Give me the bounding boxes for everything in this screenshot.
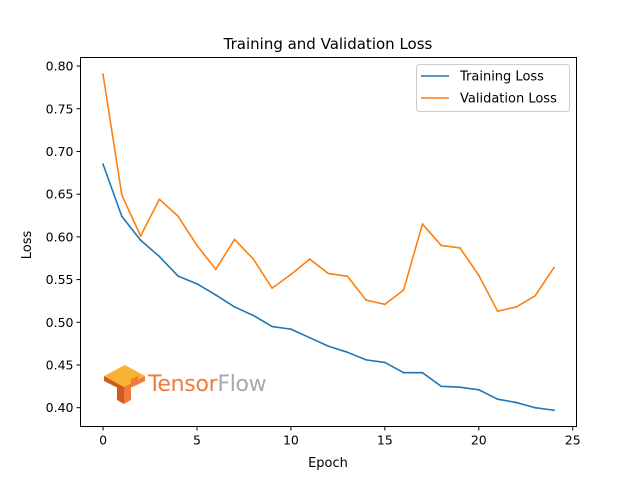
validation-loss-point — [515, 306, 518, 308]
training-loss-point — [477, 388, 480, 391]
validation-loss-point — [177, 215, 180, 218]
y-tick-label: 0.40 — [46, 400, 74, 415]
training-loss-point — [327, 345, 330, 348]
legend: Training Loss Validation Loss — [416, 64, 570, 112]
training-loss-point — [120, 215, 123, 218]
validation-loss-point — [459, 247, 461, 249]
logo-word-tensor: Tensor — [147, 372, 219, 397]
validation-loss-point — [139, 235, 142, 237]
training-loss-point — [271, 325, 274, 328]
x-tick-label: 25 — [565, 433, 581, 448]
training-loss-point — [515, 401, 518, 404]
training-loss-point — [459, 386, 461, 389]
training-loss-point — [290, 328, 292, 331]
training-loss-point — [365, 358, 367, 361]
validation-loss-point — [477, 274, 480, 277]
y-axis-label: Loss — [20, 231, 35, 260]
validation-loss-point — [534, 294, 537, 297]
y-tick-label: 0.60 — [46, 229, 74, 244]
plot-frame — [80, 57, 577, 427]
axis-ticks: 0 5 10 15 20 25 0.40 0.45 0.50 0.55 0.60 0.65 0.70 0.… — [46, 59, 581, 448]
tensorflow-logo: TensorFlow — [104, 365, 267, 404]
training-loss-point — [421, 371, 424, 374]
legend-box — [416, 64, 570, 112]
series-lines — [102, 73, 556, 412]
training-loss-point — [440, 385, 443, 388]
validation-loss-point — [346, 275, 349, 278]
training-loss-point — [196, 282, 198, 285]
training-loss-point — [252, 314, 255, 317]
validation-loss-point — [233, 238, 236, 241]
validation-loss-point — [102, 73, 104, 76]
validation-loss-point — [383, 303, 386, 306]
validation-loss-point — [365, 299, 367, 301]
training-loss-point — [346, 351, 349, 354]
training-loss-point — [402, 371, 405, 374]
training-loss-point — [496, 398, 499, 401]
tensorflow-wordmark: TensorFlow — [147, 372, 267, 397]
validation-loss-point — [308, 258, 311, 260]
chart-title: Training and Validation Loss — [223, 35, 433, 53]
validation-loss-point — [421, 223, 424, 225]
y-tick-label: 0.50 — [46, 315, 74, 330]
training-loss-point — [102, 163, 104, 166]
x-tick-label: 0 — [99, 433, 107, 448]
validation-loss-point — [402, 288, 405, 291]
training-loss-point — [233, 306, 236, 308]
validation-loss-point — [271, 287, 274, 290]
validation-loss-point — [553, 266, 555, 269]
training-loss-point — [158, 255, 161, 258]
legend-label-validation-loss: Validation Loss — [460, 92, 557, 107]
logo-word-flow: Flow — [217, 372, 266, 397]
training-loss-point — [139, 239, 142, 242]
validation-loss-point — [252, 258, 255, 260]
validation-loss-point — [327, 272, 330, 275]
x-tick-label: 10 — [283, 433, 299, 448]
x-tick-label: 15 — [377, 433, 393, 448]
y-tick-label: 0.65 — [46, 187, 74, 202]
y-tick-label: 0.45 — [46, 358, 74, 373]
y-tick-label: 0.75 — [46, 101, 74, 116]
validation-loss-point — [158, 198, 161, 201]
training-loss-point — [534, 406, 537, 409]
training-loss-point — [214, 294, 217, 296]
x-tick-label: 20 — [471, 433, 487, 448]
tensorflow-icon — [104, 365, 145, 404]
training-loss-point — [308, 336, 311, 339]
validation-loss-point — [196, 244, 198, 247]
legend-label-training-loss: Training Loss — [459, 70, 544, 85]
x-tick-label: 5 — [193, 433, 201, 448]
x-axis-label: Epoch — [308, 456, 348, 471]
y-tick-label: 0.80 — [46, 59, 74, 74]
y-tick-label: 0.55 — [46, 272, 74, 287]
y-tick-label: 0.70 — [46, 144, 74, 159]
validation-loss-point — [290, 273, 292, 276]
validation-loss-point — [214, 268, 217, 271]
training-loss-point — [553, 409, 555, 412]
validation-loss-point — [496, 310, 499, 313]
training-loss-point — [177, 275, 180, 278]
training-loss-point — [383, 361, 386, 364]
validation-loss-point — [440, 244, 443, 247]
validation-loss-point — [120, 194, 123, 196]
